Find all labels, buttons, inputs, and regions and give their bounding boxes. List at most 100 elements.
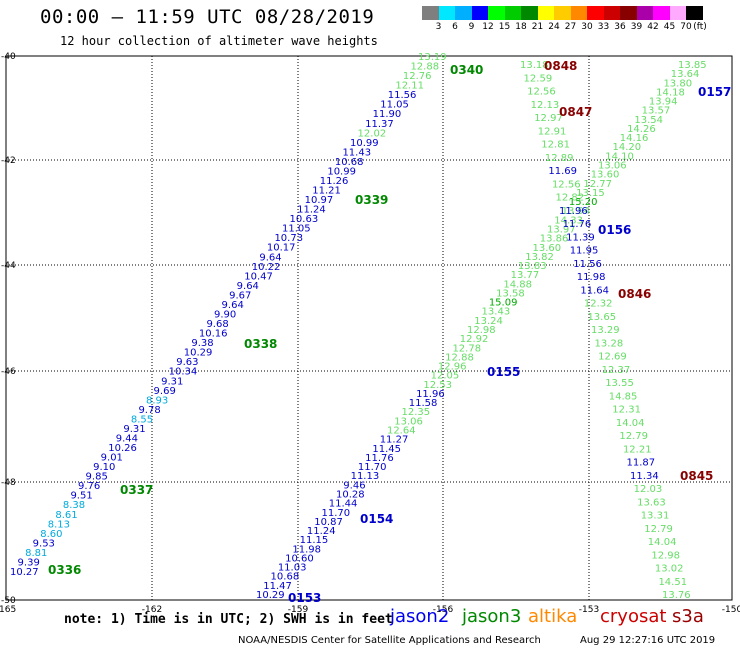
swh-value-cryosat: 12.37 xyxy=(602,365,631,376)
swh-value-jason2-asc: 13.06 xyxy=(394,416,423,427)
swh-value-jason2-asc: 12.78 xyxy=(452,343,481,354)
swh-value-jason2-asc: 13.64 xyxy=(671,69,700,80)
map-subtitle: 12 hour collection of altimeter wave hei… xyxy=(60,34,378,48)
swh-value-jason2-asc: 11.45 xyxy=(372,444,401,455)
swh-value-jason2-asc: 13.58 xyxy=(496,288,525,299)
swh-value-jason2-asc: 13.86 xyxy=(540,234,569,245)
swh-value-cryosat: 12.69 xyxy=(598,352,627,363)
lat-tick-label: -42 xyxy=(1,156,16,166)
swh-value-track-b: 8.13 xyxy=(48,519,70,530)
swh-value-cryosat: 12.21 xyxy=(623,444,652,455)
legend-altika: altika xyxy=(528,606,578,627)
swh-value-jason2-asc: 12.98 xyxy=(467,325,496,336)
scale-tick-label: 18 xyxy=(515,22,527,32)
footnote: note: 1) Time is in UTC; 2) SWH is in fe… xyxy=(64,612,393,627)
time-label-jason2: 0155 xyxy=(487,365,520,379)
swh-value-cryosat: 12.32 xyxy=(584,299,613,310)
scale-tick-label: 42 xyxy=(647,22,659,32)
swh-value-jason2-asc: 11.96 xyxy=(416,389,445,400)
swh-value-track-b: 8.60 xyxy=(40,529,62,540)
swh-value-jason2-asc: 13.85 xyxy=(678,60,707,71)
scale-tick-label: 12 xyxy=(482,22,494,32)
swh-value-cryosat: 12.56 xyxy=(552,179,581,190)
swh-value-jason2-asc: 15.09 xyxy=(489,298,518,309)
swh-value-track-b: 9.69 xyxy=(154,386,176,397)
swh-value-cryosat: 12.98 xyxy=(651,550,680,561)
scale-swatch xyxy=(488,6,505,20)
swh-value-track-b: 9.76 xyxy=(78,481,100,492)
time-label-cryosat: 0846 xyxy=(618,287,651,301)
swh-value-track-b: 11.05 xyxy=(380,100,409,111)
time-label-jason2: 0154 xyxy=(360,512,393,526)
time-label-cryosat: 0848 xyxy=(544,59,577,73)
swh-value-cryosat: 14.04 xyxy=(616,418,645,429)
swh-value-jason2-asc: 11.76 xyxy=(365,453,394,464)
swh-value-track-b: 10.26 xyxy=(108,443,137,454)
swh-value-cryosat: 11.76 xyxy=(563,219,592,230)
swh-value-jason2-asc: 12.05 xyxy=(431,371,460,382)
swh-value-track-b: 9.10 xyxy=(93,462,115,473)
swh-value-cryosat: 13.55 xyxy=(605,378,634,389)
swh-value-track-b: 12.88 xyxy=(410,62,439,73)
time-label-jason3: 0336 xyxy=(48,563,81,577)
swh-value-cryosat: 12.82 xyxy=(556,193,585,204)
swh-value-track-b: 10.99 xyxy=(350,138,379,149)
swh-value-track-b: 10.68 xyxy=(335,157,364,168)
scale-swatch xyxy=(554,6,571,20)
swh-value-jason2-asc: 10.28 xyxy=(336,489,365,500)
legend-jason3: jason3 xyxy=(462,606,522,627)
swh-value-jason2-asc: 14.33 xyxy=(554,215,583,226)
swh-value-track-b: 9.51 xyxy=(70,491,92,502)
swh-value-track-b: 12.76 xyxy=(403,71,432,82)
time-label-jason3: 0337 xyxy=(120,483,153,497)
lon-tick-label: -153 xyxy=(579,605,599,615)
scale-tick-label: 45 xyxy=(663,22,676,32)
scale-swatch xyxy=(471,6,488,20)
swh-value-cryosat: 11.96 xyxy=(559,206,588,217)
swh-value-jason2-asc: 10.29 xyxy=(256,590,285,601)
swh-value-jason2-asc: 14.10 xyxy=(605,151,634,162)
swh-value-jason2-asc: 13.06 xyxy=(598,161,627,172)
time-label-jason2: 0153 xyxy=(288,591,321,605)
swh-value-jason2-asc: 13.97 xyxy=(547,224,576,235)
swh-value-track-b: 10.17 xyxy=(267,243,296,254)
swh-value-jason2-asc: 11.44 xyxy=(329,499,358,510)
swh-value-jason2-asc: 13.43 xyxy=(482,307,511,318)
swh-value-track-b: 8.38 xyxy=(63,500,85,511)
swh-value-jason2-asc: 12.35 xyxy=(402,407,431,418)
swh-value-jason2-asc: 13.94 xyxy=(562,206,591,217)
swh-value-jason2-asc: 13.24 xyxy=(474,316,503,327)
lat-tick-label: -44 xyxy=(1,261,16,271)
scale-swatch xyxy=(636,6,653,20)
swh-value-jason2-asc: 14.18 xyxy=(656,87,685,98)
swh-value-jason2-asc: 13.15 xyxy=(576,188,605,199)
swh-value-track-b: 9.90 xyxy=(214,310,236,321)
scale-swatch xyxy=(422,6,439,20)
swh-value-jason2-asc: 11.70 xyxy=(358,462,387,473)
swh-value-cryosat: 12.97 xyxy=(534,113,563,124)
scale-tick-label: 15 xyxy=(498,22,511,32)
map-title: 00:00 – 11:59 UTC 08/28/2019 xyxy=(40,6,375,28)
swh-value-cryosat: 14.51 xyxy=(658,577,687,588)
swh-value-track-b: 9.31 xyxy=(161,376,183,387)
swh-value-cryosat: 14.04 xyxy=(648,537,677,548)
footer-credit: NOAA/NESDIS Center for Satellite Applica… xyxy=(238,635,541,646)
swh-value-track-b: 11.37 xyxy=(365,119,394,130)
lat-tick-label: -40 xyxy=(1,52,16,62)
scale-tick-label: 36 xyxy=(614,22,626,32)
swh-value-track-b: 10.22 xyxy=(252,262,281,273)
swh-value-jason2-asc: 12.92 xyxy=(460,334,489,345)
lon-tick-label: -162 xyxy=(142,605,162,615)
swh-value-jason2-asc: 10.68 xyxy=(271,572,300,583)
swh-value-cryosat: 13.65 xyxy=(587,312,616,323)
swh-value-jason2-asc: 13.80 xyxy=(663,78,692,89)
lat-tick-label: -48 xyxy=(1,478,16,488)
swh-value-track-b: 12.02 xyxy=(358,128,387,139)
scale-swatch xyxy=(620,6,637,20)
swh-value-cryosat: 11.95 xyxy=(570,246,599,257)
legend-s3a: s3a xyxy=(672,606,704,627)
swh-value-track-b: 10.27 xyxy=(10,567,39,578)
time-label-cryosat: 0845 xyxy=(680,469,713,483)
